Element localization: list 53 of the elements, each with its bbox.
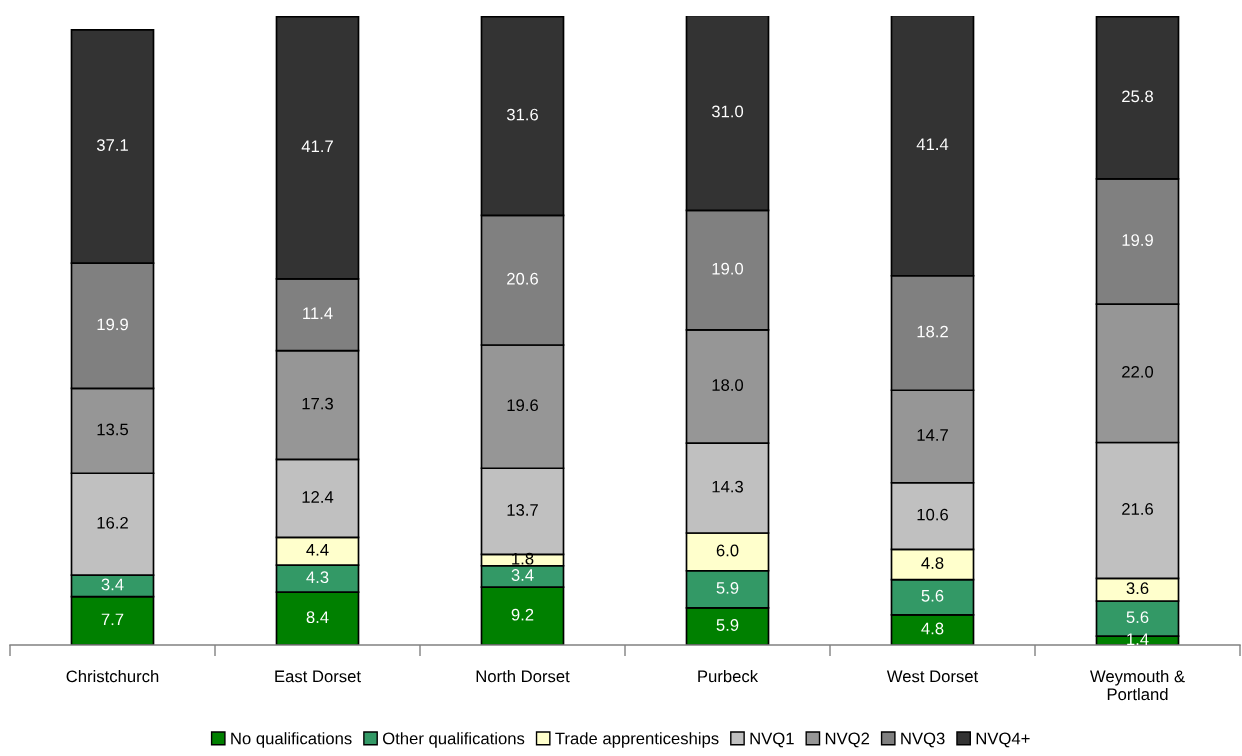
data-label: 41.7 [301,140,333,153]
data-label: 31.6 [506,108,538,121]
legend-label: No qualifications [231,732,352,748]
data-label: 5.6 [1126,611,1149,624]
data-label: 4.3 [306,571,329,584]
data-label: 21.6 [1122,503,1153,515]
data-label: 20.6 [507,272,538,285]
data-label: 17.3 [302,397,333,410]
data-label: 3.6 [1126,582,1149,595]
data-label: 4.8 [921,622,944,635]
data-label: 25.8 [1122,90,1153,103]
data-label: 10.6 [917,508,948,521]
data-label: 5.9 [716,619,739,631]
x-tick-label: Weymouth & Portland [1090,670,1185,701]
x-tick-label: Christchurch [66,670,159,683]
legend-label: NVQ1 [750,732,794,748]
x-tick-label: North Dorset [476,670,570,683]
data-label: 4.8 [921,557,944,569]
data-label: 3.4 [511,569,534,581]
x-tick-label: East Dorset [275,670,361,683]
data-label: 14.3 [712,480,743,493]
legend-label: NVQ3 [901,732,945,748]
legend-label: Trade apprenticeships [555,732,719,748]
data-label: 19.0 [712,262,744,275]
legend-label: NVQ2 [825,732,870,748]
data-label: 16.2 [97,516,128,529]
data-label: 11.4 [303,307,333,320]
data-label: 19.9 [97,318,128,331]
data-label: 3.4 [101,578,124,591]
data-label: 4.4 [306,544,329,556]
data-label: 18.2 [917,325,948,338]
data-label: 18.0 [712,379,744,391]
data-label: 5.6 [921,589,944,602]
data-label: 7.7 [101,613,124,626]
data-label: 14.7 [917,429,948,441]
data-label: 1.4 [1127,633,1149,645]
data-label: 13.7 [507,504,538,516]
data-label: 19.6 [507,399,538,412]
data-label: 19.9 [1122,234,1153,246]
data-label: 12.4 [302,491,334,503]
data-label: 5.9 [716,582,739,594]
data-label: 37.1 [96,139,128,151]
legend-label: NVQ4+ [976,732,1030,748]
legend-label: Other qualifications [382,732,525,748]
data-label: 31.0 [711,105,744,118]
data-label: 13.5 [97,423,129,436]
x-tick-label: Purbeck [698,670,759,683]
data-label: 41.4 [916,138,949,150]
data-label: 22.0 [1122,365,1154,378]
data-label: 8.4 [306,611,329,624]
x-tick-label: West Dorset [886,670,979,683]
data-label: 9.2 [511,608,534,621]
data-label: 6.0 [716,544,739,557]
